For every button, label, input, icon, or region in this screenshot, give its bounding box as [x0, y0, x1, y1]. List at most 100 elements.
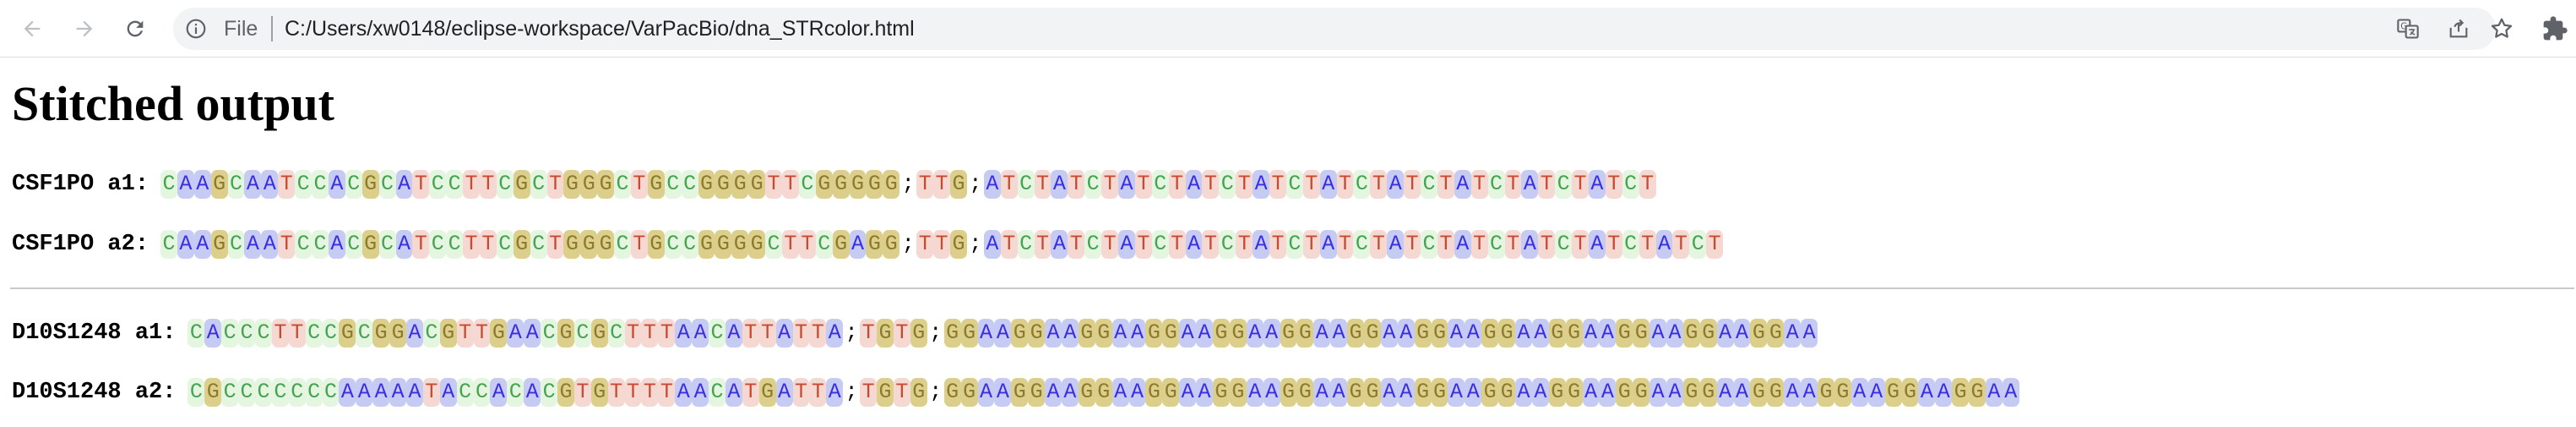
base-c: C: [664, 170, 682, 199]
base-c: C: [1285, 230, 1303, 259]
sequence-label: D10S1248 a2:: [12, 380, 177, 405]
reload-icon: [127, 20, 144, 37]
base-a: A: [1521, 230, 1539, 259]
base-t: T: [809, 378, 827, 407]
base-t: T: [1437, 170, 1454, 199]
base-g: G: [698, 230, 715, 259]
base-c: C: [422, 319, 440, 348]
base-a: A: [826, 319, 844, 348]
base-g: G: [1280, 319, 1297, 348]
base-a: A: [1111, 378, 1129, 407]
address-bar[interactable]: File C:/Users/xw0148/eclipse-workspace/V…: [173, 8, 2496, 50]
base-g: G: [513, 230, 530, 259]
base-a: A: [177, 230, 194, 259]
base-a: A: [524, 378, 541, 407]
base-g: G: [557, 378, 574, 407]
base-c: C: [356, 319, 373, 348]
base-a: A: [1185, 230, 1203, 259]
base-g: G: [1481, 319, 1499, 348]
base-a: A: [1061, 378, 1079, 407]
base-a: A: [2002, 378, 2019, 407]
base-t: T: [1302, 170, 1320, 199]
base-c: C: [1151, 230, 1169, 259]
base-t: T: [1706, 230, 1724, 259]
forward-button[interactable]: [68, 12, 101, 46]
base-a: A: [675, 319, 693, 348]
base-c: C: [322, 319, 340, 348]
base-c: C: [496, 230, 514, 259]
base-a: A: [1330, 378, 1348, 407]
base-a: A: [1649, 378, 1667, 407]
base-a: A: [1666, 319, 1683, 348]
base-a: A: [775, 319, 793, 348]
base-t: T: [1538, 170, 1556, 199]
base-c: C: [312, 170, 329, 199]
base-t: T: [1572, 230, 1589, 259]
base-a: A: [1045, 378, 1062, 407]
segment-separator: ;: [969, 172, 982, 196]
base-t: T: [916, 170, 934, 199]
bookmark-button[interactable]: [2488, 15, 2515, 42]
base-g: G: [563, 230, 581, 259]
extensions-button[interactable]: [2538, 12, 2572, 46]
base-g: G: [647, 230, 665, 259]
base-c: C: [1017, 230, 1035, 259]
base-g: G: [1431, 319, 1448, 348]
translate-button[interactable]: G: [2394, 15, 2421, 42]
base-a: A: [1666, 378, 1683, 407]
base-t: T: [1000, 230, 1018, 259]
base-g: G: [1011, 378, 1029, 407]
back-button[interactable]: [15, 12, 49, 46]
base-t: T: [641, 378, 659, 407]
base-a: A: [775, 378, 793, 407]
base-c: C: [322, 378, 340, 407]
base-c: C: [305, 319, 323, 348]
base-t: T: [1168, 170, 1186, 199]
base-c: C: [221, 378, 239, 407]
base-t: T: [630, 170, 648, 199]
base-c: C: [255, 378, 272, 407]
share-button[interactable]: [2445, 15, 2472, 42]
base-a: A: [1588, 230, 1606, 259]
base-g: G: [1548, 378, 1566, 407]
base-c: C: [238, 319, 255, 348]
reload-button[interactable]: [118, 12, 152, 46]
base-a: A: [994, 319, 1012, 348]
base-c: C: [473, 378, 491, 407]
base-g: G: [1078, 378, 1095, 407]
base-g: G: [1884, 378, 1902, 407]
segment-separator: ;: [845, 380, 858, 404]
back-icon: [24, 20, 41, 37]
base-a: A: [389, 378, 407, 407]
base-t: T: [1370, 170, 1388, 199]
base-g: G: [748, 230, 766, 259]
base-g: G: [590, 319, 608, 348]
base-c: C: [1622, 170, 1639, 199]
base-c: C: [160, 230, 177, 259]
base-a: A: [1253, 170, 1270, 199]
base-a: A: [1531, 378, 1549, 407]
base-t: T: [1134, 230, 1152, 259]
base-t: T: [658, 378, 676, 407]
base-t: T: [288, 319, 306, 348]
base-a: A: [1448, 378, 1465, 407]
base-c: C: [1084, 230, 1102, 259]
base-t: T: [860, 319, 878, 348]
base-t: T: [1470, 170, 1488, 199]
base-a: A: [1387, 230, 1405, 259]
base-a: A: [1649, 319, 1667, 348]
base-t: T: [630, 230, 648, 259]
base-g: G: [1431, 378, 1448, 407]
base-t: T: [278, 170, 296, 199]
base-g: G: [1028, 319, 1046, 348]
base-c: C: [614, 170, 631, 199]
base-c: C: [530, 170, 547, 199]
base-c: C: [1353, 230, 1371, 259]
extensions-puzzle-icon: [2543, 16, 2568, 41]
url-text[interactable]: C:/Users/xw0148/eclipse-workspace/VarPac…: [285, 17, 915, 41]
info-icon[interactable]: [185, 18, 207, 40]
base-a: A: [1588, 170, 1606, 199]
sequence-label: CSF1PO a2:: [12, 232, 149, 257]
base-a: A: [1196, 319, 1213, 348]
